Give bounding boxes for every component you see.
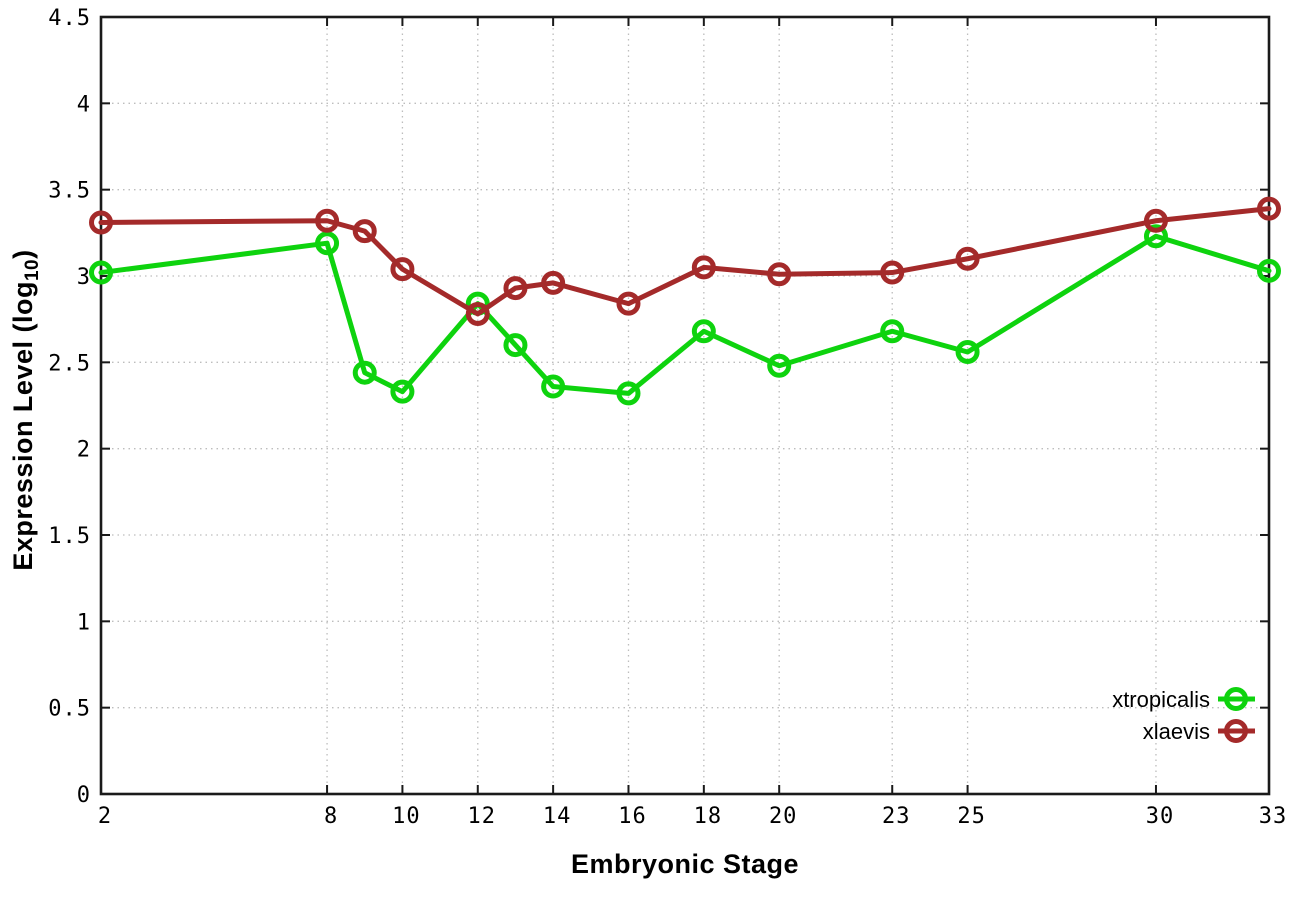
y-tick-label: 2 (77, 438, 91, 463)
x-tick-label: 20 (769, 804, 798, 829)
x-tick-label: 12 (468, 804, 497, 829)
data-point-xlaevis (89, 210, 113, 235)
data-point-xtropicalis (955, 339, 980, 364)
data-point-xtropicalis (1143, 224, 1168, 249)
x-tick-label: 16 (618, 804, 647, 829)
series-line-xtropicalis (98, 233, 1272, 396)
plot-border (99, 15, 1271, 796)
data-point-xlaevis (541, 270, 566, 295)
x-tick-label: 33 (1259, 804, 1288, 829)
x-tick-label: 18 (694, 804, 723, 829)
data-point-xlaevis (503, 276, 528, 301)
y-tick-label: 4.5 (48, 6, 91, 31)
series-line-xlaevis (98, 206, 1272, 317)
x-tick-label: 10 (392, 804, 421, 829)
x-tick-label: 23 (882, 804, 911, 829)
data-point-xtropicalis (315, 231, 340, 256)
y-axis-title-subscript: 10 (22, 258, 43, 282)
data-point-xlaevis (880, 260, 905, 285)
legend-marker-xtropicalis (1224, 687, 1248, 711)
data-point-xtropicalis (691, 319, 716, 344)
y-tick-label: 4 (77, 92, 91, 117)
legend-marker-xlaevis (1224, 719, 1248, 743)
y-tick-label: 0 (77, 783, 91, 808)
y-tick-label: 1.5 (48, 524, 91, 549)
data-point-xtropicalis (616, 381, 641, 406)
y-axis-title: Expression Level (log10) (8, 210, 44, 610)
x-tick-label: 2 (98, 804, 112, 829)
data-point-xtropicalis (1257, 258, 1281, 283)
legend-label-xtropicalis: xtropicalis (1112, 687, 1210, 712)
y-axis-title-close: ) (8, 249, 38, 259)
data-point-xtropicalis (880, 319, 905, 344)
data-point-xtropicalis (89, 260, 113, 285)
x-tick-label: 25 (957, 804, 986, 829)
y-tick-label: 0.5 (48, 697, 91, 722)
data-point-xtropicalis (352, 360, 377, 385)
data-point-xlaevis (390, 257, 415, 282)
data-point-xlaevis (955, 246, 980, 271)
y-tick-label: 2.5 (48, 351, 91, 376)
data-point-xlaevis (352, 219, 377, 244)
x-tick-label: 14 (543, 804, 572, 829)
data-point-xtropicalis (390, 379, 415, 404)
data-point-xlaevis (315, 208, 340, 233)
x-tick-label: 8 (324, 804, 338, 829)
x-axis-title: Embryonic Stage (570, 849, 800, 879)
data-point-xtropicalis (767, 353, 792, 378)
y-tick-label: 3 (77, 265, 91, 290)
data-point-xlaevis (616, 291, 641, 316)
data-point-xtropicalis (541, 374, 566, 399)
data-point-xtropicalis (503, 333, 528, 358)
data-point-xlaevis (1257, 196, 1281, 221)
legend-label-xlaevis: xlaevis (1143, 719, 1210, 744)
x-tick-label: 30 (1146, 804, 1175, 829)
y-axis-title-text: Expression Level (log (8, 281, 38, 571)
data-point-xlaevis (691, 255, 716, 280)
y-tick-label: 1 (77, 610, 91, 635)
y-tick-label: 3.5 (48, 179, 91, 204)
data-point-xlaevis (767, 262, 792, 287)
data-point-xlaevis (1143, 208, 1168, 233)
data-point-xlaevis (465, 301, 490, 326)
